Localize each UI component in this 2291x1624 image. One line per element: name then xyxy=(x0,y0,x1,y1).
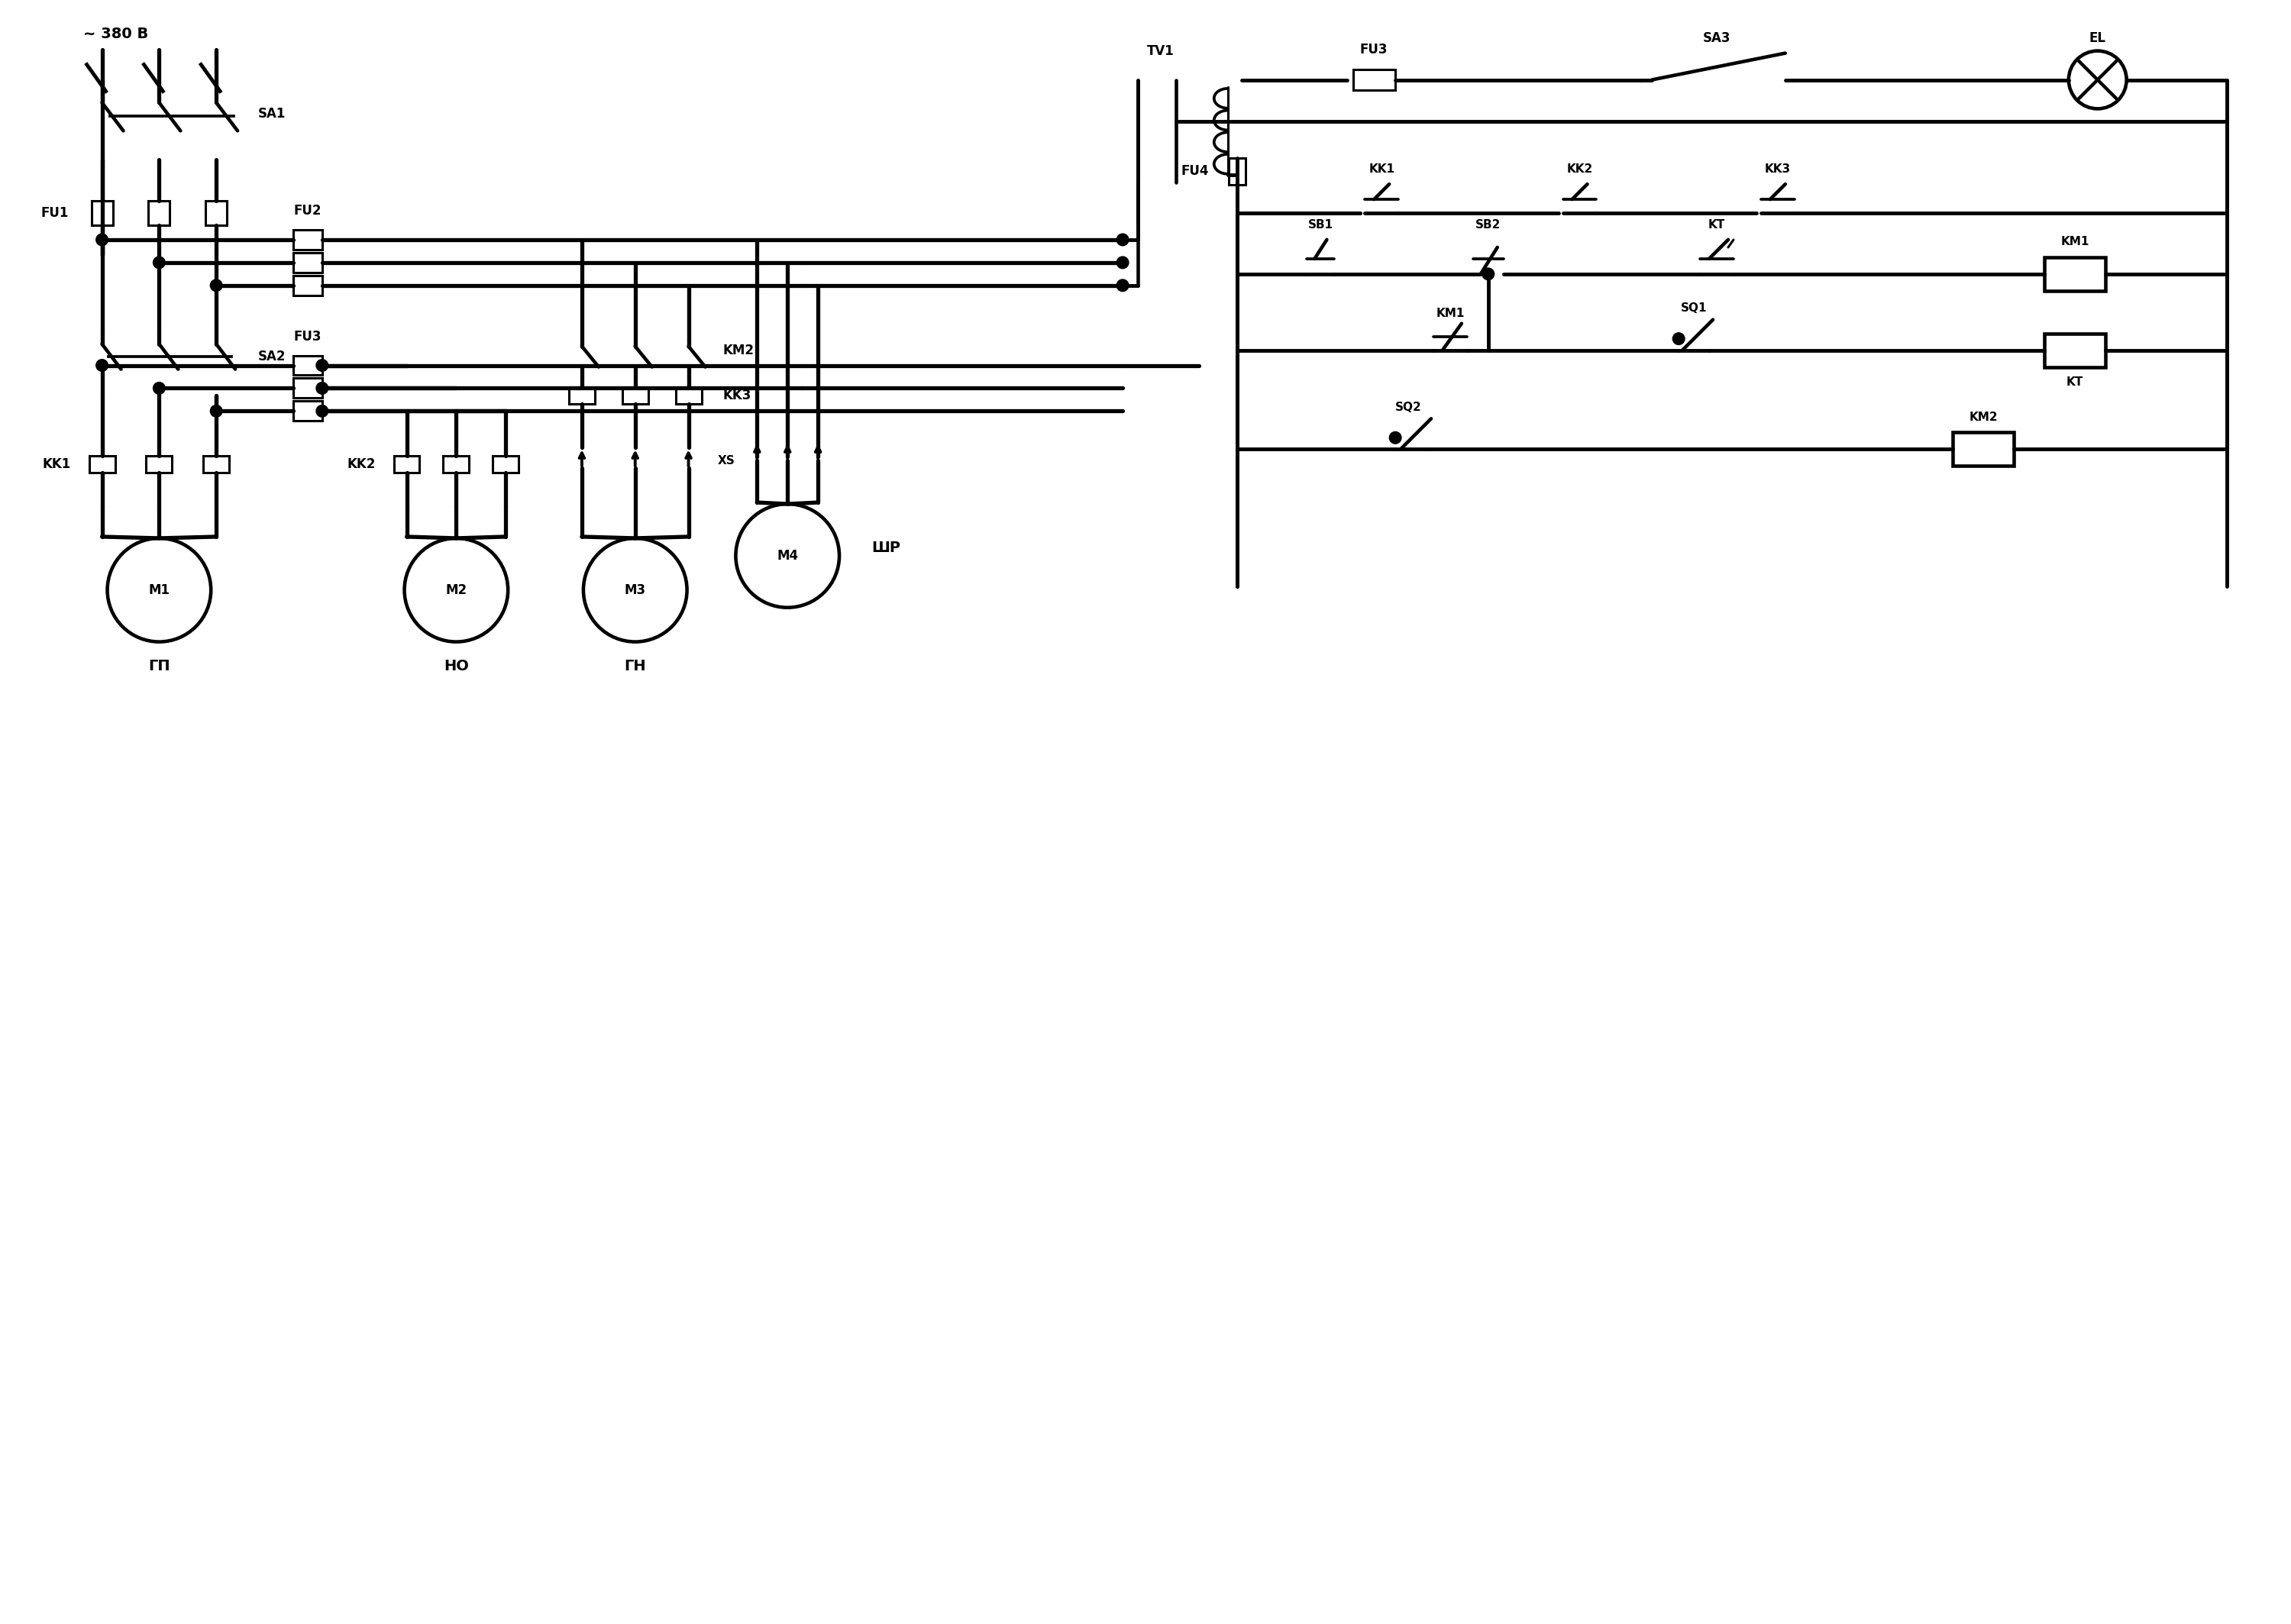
Text: SA2: SA2 xyxy=(259,349,286,364)
Text: KM1: KM1 xyxy=(1436,309,1464,320)
Circle shape xyxy=(1118,279,1127,291)
Bar xyxy=(2044,257,2105,291)
Bar xyxy=(623,388,648,404)
Text: SQ2: SQ2 xyxy=(1395,401,1420,412)
Bar xyxy=(676,388,701,404)
Text: KT: KT xyxy=(2066,377,2083,388)
Bar xyxy=(293,253,323,273)
Circle shape xyxy=(153,383,165,393)
Circle shape xyxy=(316,361,328,370)
Bar xyxy=(89,456,115,473)
Circle shape xyxy=(1391,432,1400,443)
Bar xyxy=(293,378,323,398)
Circle shape xyxy=(406,538,509,641)
Text: ГП: ГП xyxy=(149,659,170,674)
Bar xyxy=(568,388,596,404)
Circle shape xyxy=(316,383,328,393)
Bar xyxy=(204,456,229,473)
Circle shape xyxy=(211,406,222,416)
Circle shape xyxy=(108,538,211,641)
Circle shape xyxy=(1118,257,1127,268)
Bar xyxy=(394,456,419,473)
Text: FU3: FU3 xyxy=(293,330,321,343)
Circle shape xyxy=(316,406,328,416)
Text: SB2: SB2 xyxy=(1475,219,1501,231)
Bar xyxy=(293,401,323,421)
Bar xyxy=(293,231,323,250)
Text: ШР: ШР xyxy=(871,541,900,555)
Circle shape xyxy=(153,257,165,268)
Text: FU3: FU3 xyxy=(1361,42,1388,57)
Text: M1: M1 xyxy=(149,583,170,598)
Circle shape xyxy=(96,234,108,245)
Text: KK2: KK2 xyxy=(1567,162,1592,175)
Text: SA1: SA1 xyxy=(259,107,286,120)
Text: ГН: ГН xyxy=(623,659,646,674)
Text: KM2: KM2 xyxy=(1968,411,1998,422)
Text: XS: XS xyxy=(717,455,735,466)
Circle shape xyxy=(211,279,222,291)
Text: M4: M4 xyxy=(777,549,797,562)
Circle shape xyxy=(1118,234,1127,245)
Text: M3: M3 xyxy=(625,583,646,598)
Text: НО: НО xyxy=(444,659,470,674)
Bar xyxy=(1952,432,2014,466)
Bar xyxy=(1354,70,1395,91)
Bar xyxy=(493,456,518,473)
Bar xyxy=(206,201,227,226)
Text: SQ1: SQ1 xyxy=(1682,302,1707,313)
Circle shape xyxy=(96,361,108,370)
Bar xyxy=(293,356,323,375)
Bar xyxy=(1228,158,1246,185)
Text: KM1: KM1 xyxy=(2060,235,2089,248)
Circle shape xyxy=(1672,333,1684,344)
Text: TV1: TV1 xyxy=(1148,44,1175,58)
Bar xyxy=(147,456,172,473)
Text: SB1: SB1 xyxy=(1308,219,1333,231)
Bar xyxy=(2044,333,2105,367)
Text: FU2: FU2 xyxy=(293,205,321,218)
Bar xyxy=(442,456,470,473)
Bar xyxy=(149,201,170,226)
Text: KK1: KK1 xyxy=(1368,162,1395,175)
Circle shape xyxy=(735,503,839,607)
Text: KM2: KM2 xyxy=(722,343,754,357)
Bar xyxy=(92,201,112,226)
Text: SA3: SA3 xyxy=(1702,31,1730,45)
Text: FU1: FU1 xyxy=(41,206,69,219)
Text: KK3: KK3 xyxy=(722,390,751,403)
Circle shape xyxy=(1482,268,1494,279)
Text: KK3: KK3 xyxy=(1764,162,1792,175)
Bar xyxy=(293,276,323,296)
Text: KT: KT xyxy=(1709,219,1725,231)
Text: FU4: FU4 xyxy=(1182,164,1210,179)
Text: M2: M2 xyxy=(444,583,467,598)
Circle shape xyxy=(584,538,687,641)
Text: KK1: KK1 xyxy=(41,458,71,471)
Text: KK2: KK2 xyxy=(346,458,376,471)
Text: ~ 380 B: ~ 380 B xyxy=(82,28,149,41)
Text: EL: EL xyxy=(2089,31,2105,45)
